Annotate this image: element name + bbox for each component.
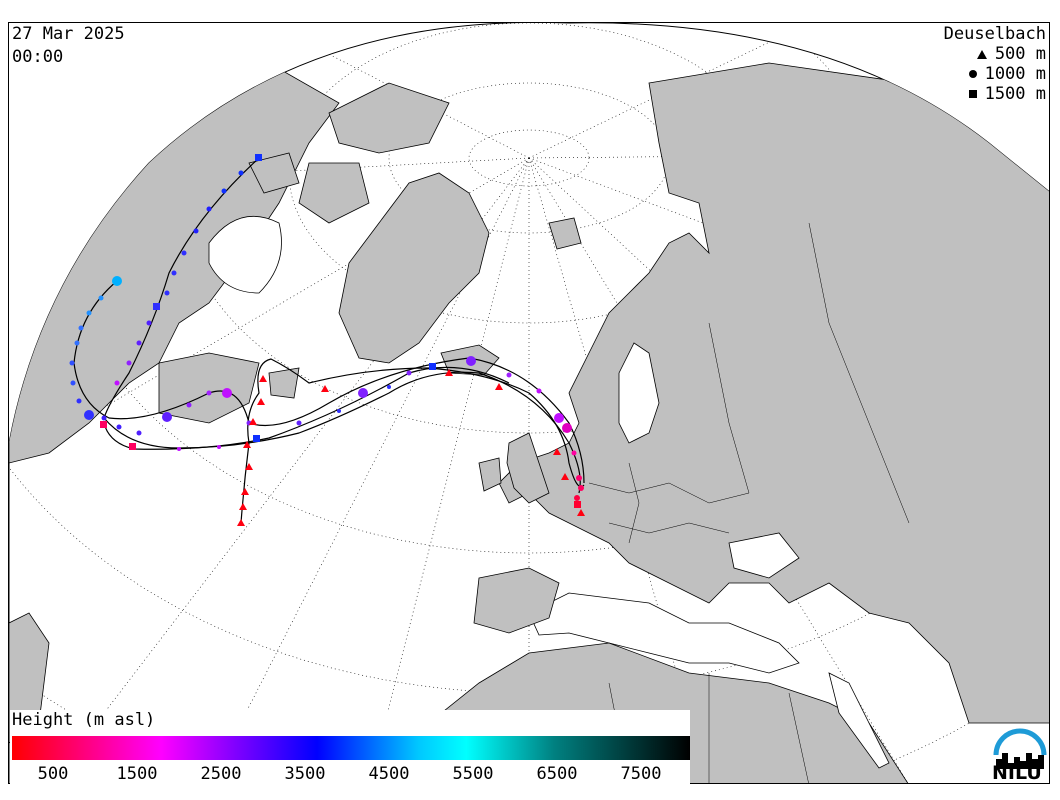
- circle-icon: [968, 70, 977, 78]
- tick-label: 6500: [536, 764, 578, 784]
- trajectory-markers: [69, 154, 585, 526]
- tick-label: 7500: [620, 764, 662, 784]
- arctic-islands: [328, 82, 450, 154]
- height-colorbar-panel: Height (m asl) 500 1500 2500 3500 4500 5…: [10, 710, 690, 784]
- ireland: [478, 457, 502, 492]
- legend-row-1500: 1500 m: [944, 84, 1046, 104]
- tick-label: 500: [37, 764, 69, 784]
- great-britain: [506, 432, 550, 504]
- station-name: Deuselbach: [943, 24, 1046, 44]
- height-ticks: 500 1500 2500 3500 4500 5500 6500 7500: [10, 764, 690, 784]
- map-frame: [8, 22, 1050, 784]
- legend-label-1000: 1000 m: [984, 64, 1046, 84]
- legend-label-500: 500 m: [994, 44, 1046, 64]
- symbol-legend: Deuselbach 500 m 1000 m 1500 m: [944, 24, 1046, 104]
- time-label: 00:00: [12, 47, 64, 67]
- tick-label: 1500: [116, 764, 158, 784]
- legend-station: Deuselbach: [944, 24, 1046, 44]
- baltic-sea: [618, 342, 660, 444]
- legend-row-500: 500 m: [944, 44, 1046, 64]
- square-icon: [968, 90, 977, 98]
- legend-row-1000: 1000 m: [944, 64, 1046, 84]
- nilu-logo-icon: [993, 728, 1047, 769]
- height-colorbar: [12, 736, 690, 760]
- tick-label: 3500: [284, 764, 326, 784]
- height-scale-title: Height (m asl): [12, 710, 156, 730]
- legend-label-1500: 1500 m: [984, 84, 1046, 104]
- eurasia: [498, 62, 1049, 724]
- nilu-logo-text: NILU: [992, 762, 1042, 784]
- greenland: [338, 172, 490, 364]
- tick-label: 5500: [452, 764, 494, 784]
- tick-label: 4500: [368, 764, 410, 784]
- black-sea: [728, 532, 800, 579]
- trajectory-map: [9, 23, 1049, 783]
- mediterranean: [528, 592, 800, 674]
- date-label: 27 Mar 2025: [12, 24, 125, 44]
- iberia: [473, 567, 560, 634]
- tick-label: 2500: [200, 764, 242, 784]
- hudson-bay: [208, 216, 282, 294]
- triangle-icon: [976, 49, 987, 59]
